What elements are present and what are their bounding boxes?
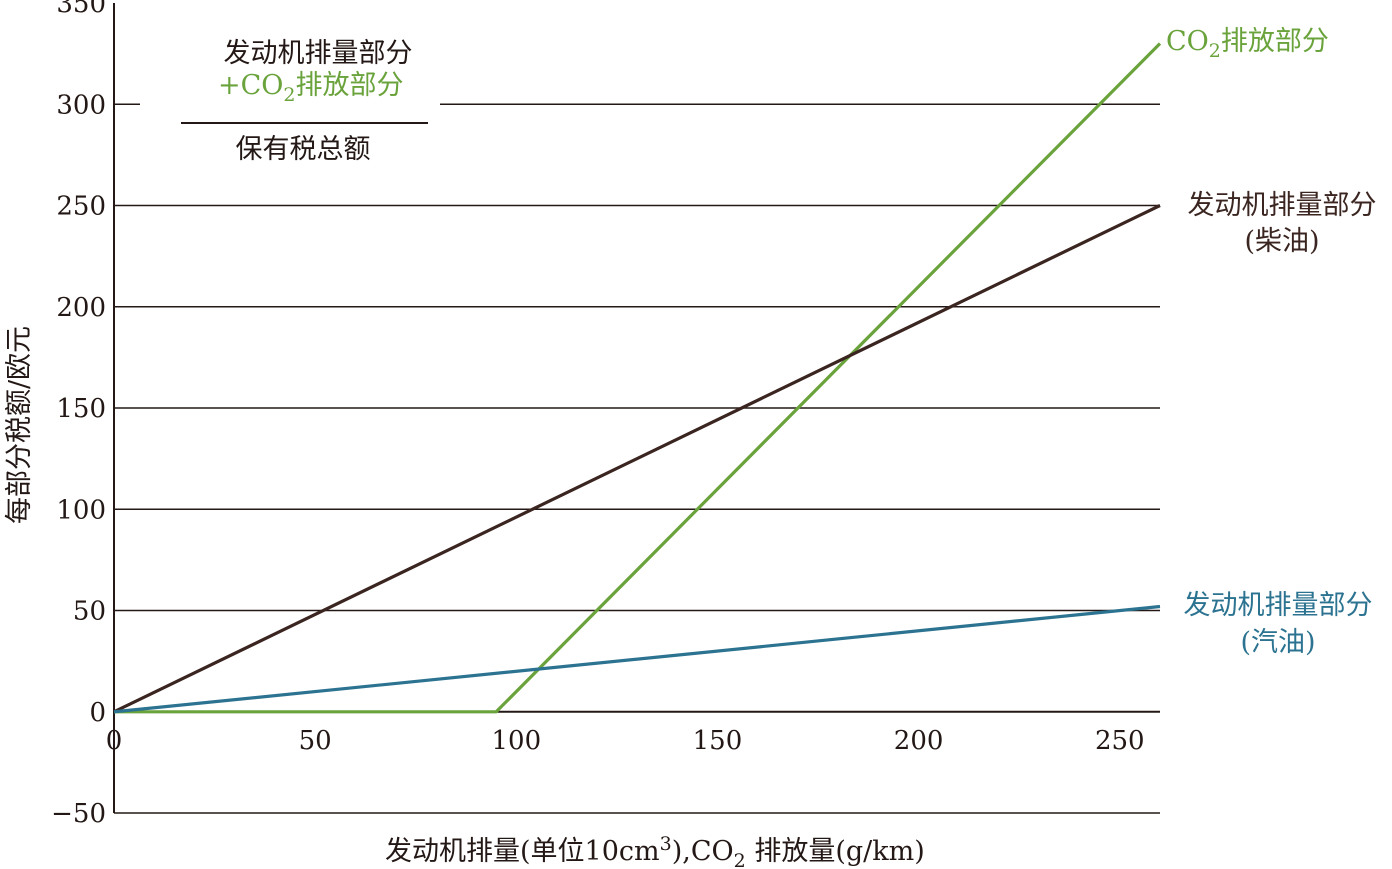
- y-tick-label: 100: [56, 495, 106, 525]
- tick-labels: −50 0 50 100 150 200 250 300 350 0 50 100 150 200 250: [51, 0, 1144, 829]
- co2-series-label: CO2排放部分: [1166, 26, 1329, 62]
- x-tick-label: 50: [299, 726, 332, 756]
- y-tick-label: 50: [73, 597, 106, 627]
- y-tick-label: 200: [56, 293, 106, 323]
- x-tick-label: 150: [693, 726, 743, 756]
- y-tick-label: −50: [51, 799, 106, 829]
- x-tick-label: 250: [1095, 726, 1145, 756]
- petrol-series-label-line1: 发动机排量部分: [1184, 590, 1373, 621]
- y-tick-label: 150: [56, 394, 106, 424]
- series-line-diesel: [113, 204, 1161, 714]
- series-line-co2: [114, 42, 1162, 714]
- series-lines: [113, 42, 1162, 714]
- x-tick-label: 100: [491, 726, 541, 756]
- petrol-series-label-line2: (汽油): [1240, 627, 1315, 658]
- y-axis-title: 每部分税额/欧元: [4, 326, 35, 524]
- series-line-petrol: [113, 604, 1161, 714]
- legend-line1: 发动机排量部分: [224, 38, 413, 69]
- legend-line2: +CO2排放部分: [218, 70, 404, 106]
- x-tick-label: 200: [894, 726, 944, 756]
- y-tick-label: 0: [89, 698, 106, 728]
- x-axis-title: 发动机排量(单位10cm3),CO2 排放量(g/km): [385, 833, 925, 869]
- diesel-series-label-line2: (柴油): [1244, 226, 1319, 257]
- x-tick-label: 0: [106, 726, 123, 756]
- y-tick-label: 300: [56, 90, 106, 120]
- legend-background: [140, 28, 440, 178]
- legend-line3: 保有税总额: [236, 134, 371, 165]
- y-tick-label: 350: [56, 0, 106, 19]
- diesel-series-label-line1: 发动机排量部分: [1188, 190, 1377, 221]
- y-tick-label: 250: [56, 192, 106, 222]
